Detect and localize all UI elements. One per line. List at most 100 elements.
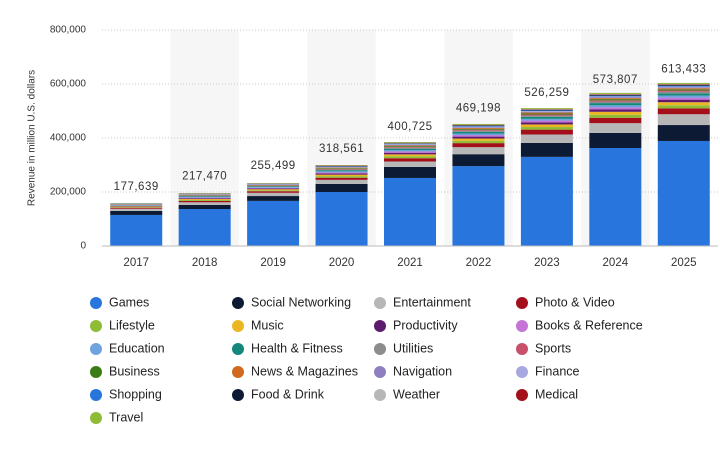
bar-segment	[384, 154, 436, 157]
bar-segment	[520, 120, 573, 123]
legend-label: Food & Drink	[251, 387, 325, 401]
bar-segment	[384, 150, 436, 152]
total-label: 573,807	[593, 74, 638, 86]
bar-segment	[657, 86, 710, 88]
legend-label: Social Networking	[251, 295, 351, 309]
x-tick-label: 2017	[123, 257, 149, 269]
total-label: 177,639	[114, 181, 159, 193]
x-tick-label: 2025	[671, 257, 697, 269]
bar-segment	[452, 140, 505, 144]
legend-marker	[90, 412, 102, 424]
bar-segment	[452, 154, 505, 167]
bar-segment	[657, 87, 710, 89]
total-label: 469,198	[456, 102, 501, 114]
bar-segment	[657, 102, 710, 106]
bar-segment	[452, 127, 505, 128]
bar-segment	[452, 133, 505, 136]
bar-segment	[589, 100, 642, 102]
legend-marker	[516, 366, 528, 378]
bar-segment	[110, 207, 163, 209]
bar-segment	[452, 147, 505, 155]
bar-segment	[247, 186, 300, 188]
x-tick-label: 2022	[466, 257, 492, 269]
bar-segment	[384, 161, 436, 167]
bar-segment	[520, 129, 573, 135]
bar-segment	[452, 126, 505, 128]
legend-label: Navigation	[393, 364, 452, 378]
bar-segment	[315, 169, 368, 171]
bar-segment	[178, 209, 231, 246]
legend-label: Education	[109, 341, 165, 355]
total-label: 400,725	[387, 121, 432, 133]
legend-label: Games	[109, 295, 149, 309]
legend-marker	[232, 343, 244, 355]
legend-label: Health & Fitness	[251, 341, 343, 355]
total-label: 255,499	[251, 160, 296, 172]
bar-segment	[315, 173, 368, 175]
bar-segment	[589, 132, 642, 148]
bar-segment	[315, 192, 368, 246]
y-tick-label: 400,000	[50, 133, 87, 144]
bar-segment	[520, 114, 573, 116]
bar-segment	[589, 92, 642, 94]
legend-marker	[374, 320, 386, 332]
bar-segment	[178, 197, 231, 199]
y-tick-label: 200,000	[50, 187, 87, 198]
bar-segment	[589, 99, 642, 101]
legend-marker	[516, 343, 528, 355]
bar-segment	[384, 148, 436, 151]
legend-label: Entertainment	[393, 295, 471, 309]
bar-segment	[384, 166, 436, 178]
legend-label: Weather	[393, 387, 440, 401]
legend-label: Shopping	[109, 387, 162, 401]
x-tick-label: 2024	[603, 257, 629, 269]
bar-segment	[315, 174, 368, 177]
legend-label: Travel	[109, 410, 143, 424]
bar-segment	[589, 103, 642, 106]
bar-segment	[315, 170, 368, 172]
legend-marker	[374, 366, 386, 378]
legend-label: Utilities	[393, 341, 433, 355]
bar-segment	[315, 168, 368, 169]
bar-segment	[452, 123, 505, 125]
bar-segment	[589, 94, 642, 96]
legend-label: Medical	[535, 387, 578, 401]
bar-segment	[520, 109, 573, 111]
bar-segment	[178, 199, 231, 201]
legend-marker	[516, 320, 528, 332]
bar-segment	[589, 96, 642, 98]
bar-segment	[110, 206, 163, 208]
bar-segment	[657, 114, 710, 126]
bar-segment	[589, 114, 642, 118]
bar-segment	[520, 134, 573, 143]
bar-segment	[384, 147, 436, 149]
bar-segment	[384, 145, 436, 147]
bar-segment	[657, 90, 710, 92]
bar-segment	[589, 109, 642, 112]
bar-segment	[452, 136, 505, 139]
bar-segment	[657, 83, 710, 85]
bar-segment	[520, 115, 573, 117]
legend-marker	[232, 366, 244, 378]
bar-segment	[520, 127, 573, 130]
bar-segment	[452, 125, 505, 127]
bar-segment	[589, 105, 642, 108]
bar-segment	[520, 112, 573, 114]
bar-segment	[110, 208, 163, 211]
bar-segment	[247, 190, 300, 192]
bar-segment	[657, 91, 710, 94]
bar-segment	[384, 146, 436, 148]
legend-label: Music	[251, 318, 284, 332]
bar-segment	[315, 171, 368, 173]
bar-segment	[657, 108, 710, 115]
bar-segment	[315, 176, 368, 178]
bar-segment	[247, 187, 300, 189]
legend-marker	[90, 389, 102, 401]
y-tick-label: 800,000	[50, 25, 87, 36]
bar-segment	[178, 198, 231, 200]
x-tick-label: 2021	[397, 257, 423, 269]
bar-segment	[520, 110, 573, 112]
bar-segment	[384, 158, 436, 162]
bar-segment	[589, 117, 642, 124]
x-tick-label: 2020	[329, 257, 355, 269]
